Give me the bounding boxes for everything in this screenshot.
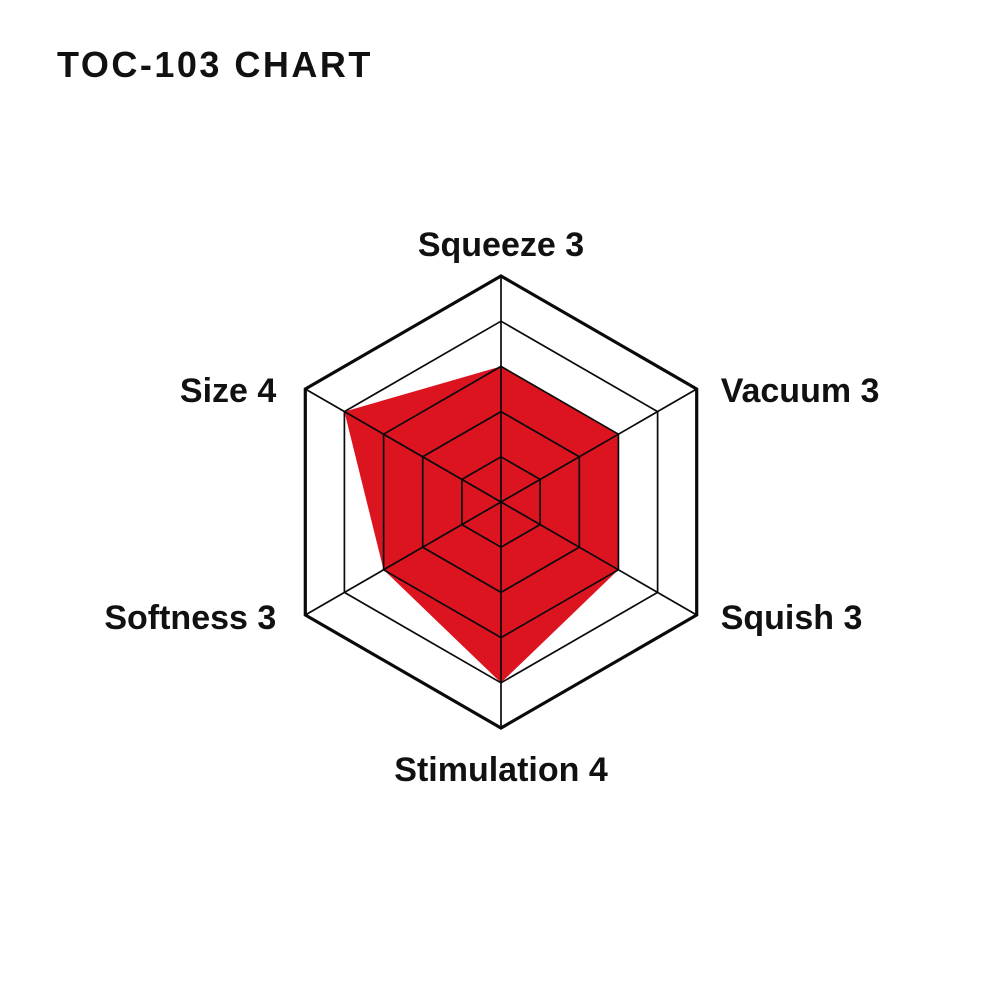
axis-spoke-softness <box>304 501 502 616</box>
axis-spoke-vacuum <box>500 388 698 503</box>
data-polygon <box>344 366 619 683</box>
axis-label-stimulation: Stimulation 4 <box>394 751 608 789</box>
axis-spoke-size <box>304 388 502 503</box>
axis-label-squish: Squish 3 <box>721 599 863 637</box>
axis-label-vacuum: Vacuum 3 <box>721 372 880 410</box>
axis-spoke-squish <box>500 501 698 616</box>
axis-label-softness: Softness 3 <box>104 599 276 637</box>
axis-label-size: Size 4 <box>180 372 276 410</box>
axis-label-squeeze: Squeeze 3 <box>418 226 584 264</box>
page-title: TOC-103 CHART <box>57 44 373 85</box>
